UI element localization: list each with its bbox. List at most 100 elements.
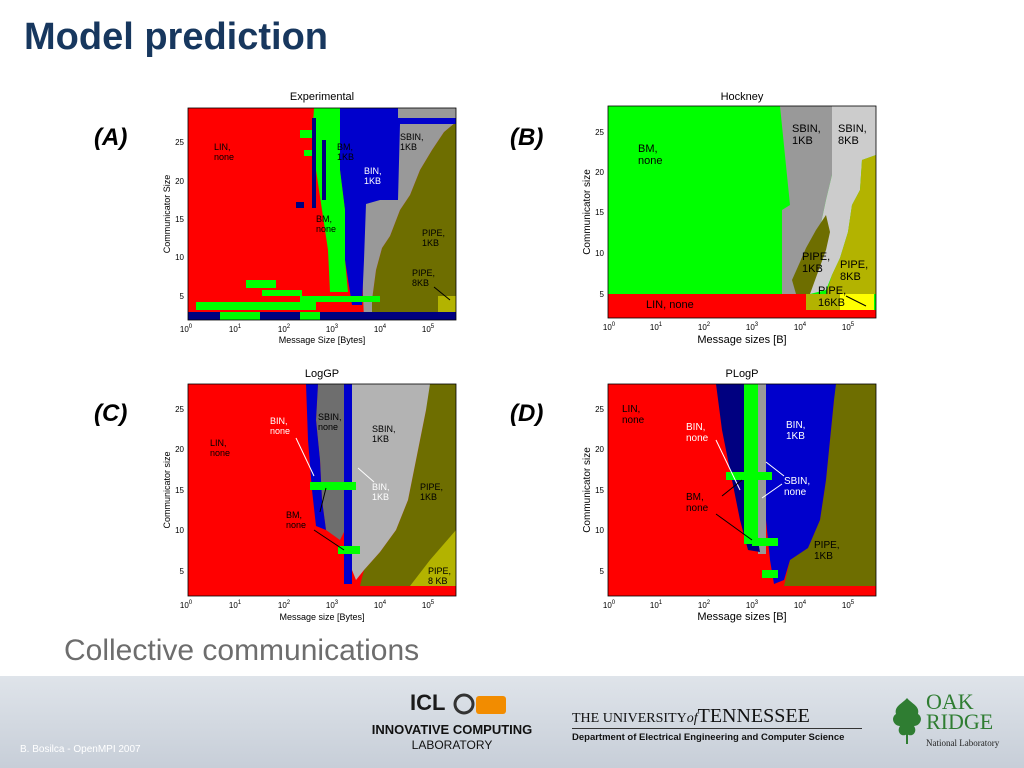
svg-text:103: 103 <box>326 600 339 610</box>
region-sbin-none <box>316 384 350 540</box>
ornl-logo: OAK RIDGE National Laboratory <box>890 690 1010 756</box>
icl-ut-icon <box>453 693 506 715</box>
svg-text:15: 15 <box>175 215 184 224</box>
plot-c-label-6: BM, none <box>286 510 306 530</box>
svg-text:101: 101 <box>650 322 663 332</box>
svg-text:103: 103 <box>746 600 759 610</box>
region-pipe-1kb <box>360 384 456 586</box>
region-bin-none <box>306 384 326 530</box>
svg-text:105: 105 <box>842 322 855 332</box>
plots-canvas: Experimental LIN, none BM, 1KB BIN, 1KB SBI… <box>162 91 877 623</box>
plot-a-label-1: BM, 1KB <box>337 142 354 162</box>
svg-text:25: 25 <box>595 128 604 137</box>
icl-logo-text: ICL <box>410 690 446 715</box>
plot-c-label-7: PIPE, 8 KB <box>428 566 451 586</box>
svg-text:100: 100 <box>180 600 193 610</box>
svg-text:104: 104 <box>794 322 807 332</box>
panel-b-tag: (B) <box>510 124 544 151</box>
svg-text:20: 20 <box>175 177 184 186</box>
plot-c-label-4: BIN, 1KB <box>372 482 390 502</box>
svg-text:102: 102 <box>278 324 291 334</box>
plot-a-label-0: LIN, none <box>214 142 234 162</box>
svg-text:102: 102 <box>698 600 711 610</box>
oak-leaf-icon <box>893 698 921 744</box>
region-pipe-1kb <box>372 122 456 320</box>
ornl-line3: National Laboratory <box>926 738 1000 748</box>
ut-logo: THE UNIVERSITYofTENNESSEE Department of … <box>570 702 862 752</box>
ut-dept: Department of Electrical Engineering and… <box>572 732 845 743</box>
region-pipe-8kb <box>410 530 456 586</box>
region-pipe-1kb <box>784 384 876 586</box>
svg-text:102: 102 <box>698 322 711 332</box>
plot-d-ylabel: Communicator size <box>582 447 593 533</box>
svg-text:25: 25 <box>175 138 184 147</box>
slide-title: Model prediction <box>24 16 328 58</box>
plot-b: Hockney BM, none SBIN, 1KB SBIN, 8KB PIPE, 1… <box>582 91 877 346</box>
plot-d-label-1: BIN, none <box>686 422 709 444</box>
plot-b-label-1: SBIN, 1KB <box>792 123 821 147</box>
svg-text:101: 101 <box>650 600 663 610</box>
region-pipe-1kb <box>792 215 830 294</box>
region-bm <box>744 384 758 544</box>
svg-text:5: 5 <box>600 567 605 576</box>
svg-text:10: 10 <box>175 526 184 535</box>
svg-text:5: 5 <box>180 567 185 576</box>
region-pipe-8kb <box>438 296 456 312</box>
panel-d-tag: (D) <box>510 400 544 427</box>
svg-text:15: 15 <box>175 486 184 495</box>
svg-text:104: 104 <box>374 600 387 610</box>
plot-a-xlabel: Message Size [Bytes] <box>279 335 366 345</box>
plot-d: PLogP LIN, none BIN, none BIN, 1KB SBIN, non… <box>582 368 877 623</box>
plot-d-xlabel: Message sizes [B] <box>697 611 786 623</box>
slide-subtitle: Collective communications <box>64 634 420 667</box>
svg-text:15: 15 <box>595 208 604 217</box>
plot-a-heading: Experimental <box>290 91 354 103</box>
plot-a-label-4: BM, none <box>316 214 336 234</box>
icl-logo: ICL INNOVATIVE COMPUTING LABORATORY <box>366 688 538 758</box>
svg-text:101: 101 <box>229 324 242 334</box>
svg-text:20: 20 <box>175 445 184 454</box>
panel-c-tag: (C) <box>94 400 128 427</box>
plot-b-xlabel: Message sizes [B] <box>697 334 786 346</box>
region-bm <box>310 482 356 490</box>
region-pipe-8kb <box>826 155 876 294</box>
ut-name-post: TENNESSEE <box>697 705 810 727</box>
svg-text:5: 5 <box>180 292 185 301</box>
plot-c-label-0: LIN, none <box>210 438 230 458</box>
plot-d-label-4: BM, none <box>686 492 709 514</box>
plot-c-label-3: SBIN, 1KB <box>372 424 396 444</box>
svg-text:100: 100 <box>603 322 616 332</box>
svg-text:104: 104 <box>794 600 807 610</box>
plot-d-label-0: LIN, none <box>622 404 645 426</box>
svg-text:103: 103 <box>326 324 339 334</box>
plot-d-heading: PLogP <box>725 368 758 380</box>
plot-c: LogGP LIN, none BIN, none SBIN, none SBIN, 1… <box>162 368 457 622</box>
svg-text:10: 10 <box>595 526 604 535</box>
region-lin <box>608 294 806 318</box>
footer-credit: B. Bosilca - OpenMPI 2007 <box>20 744 141 755</box>
plot-a-ylabel: Communicator Size <box>162 175 172 254</box>
icl-line2: LABORATORY <box>411 738 493 752</box>
svg-text:10: 10 <box>175 253 184 262</box>
plot-a-label-3: SBIN, 1KB <box>400 132 424 152</box>
svg-text:15: 15 <box>595 486 604 495</box>
svg-text:105: 105 <box>422 324 435 334</box>
svg-text:104: 104 <box>374 324 387 334</box>
svg-text:101: 101 <box>229 600 242 610</box>
plot-a-label-2: BIN, 1KB <box>364 166 382 186</box>
plot-b-ylabel: Communicator size <box>582 169 593 255</box>
svg-text:5: 5 <box>600 290 605 299</box>
region-bm <box>312 108 348 292</box>
svg-text:25: 25 <box>595 405 604 414</box>
icl-line1: INNOVATIVE COMPUTING <box>371 722 533 737</box>
plot-c-ylabel: Communicator size <box>162 451 172 528</box>
ornl-line1: OAK <box>926 689 974 714</box>
svg-text:100: 100 <box>180 324 193 334</box>
plot-b-label-3: PIPE, 1KB <box>802 251 830 275</box>
ut-name-of: of <box>686 711 698 726</box>
svg-text:103: 103 <box>746 322 759 332</box>
plot-c-label-5: PIPE, 1KB <box>420 482 443 502</box>
svg-text:20: 20 <box>595 168 604 177</box>
svg-text:25: 25 <box>175 405 184 414</box>
plot-b-label-4: PIPE, 8KB <box>840 259 868 283</box>
